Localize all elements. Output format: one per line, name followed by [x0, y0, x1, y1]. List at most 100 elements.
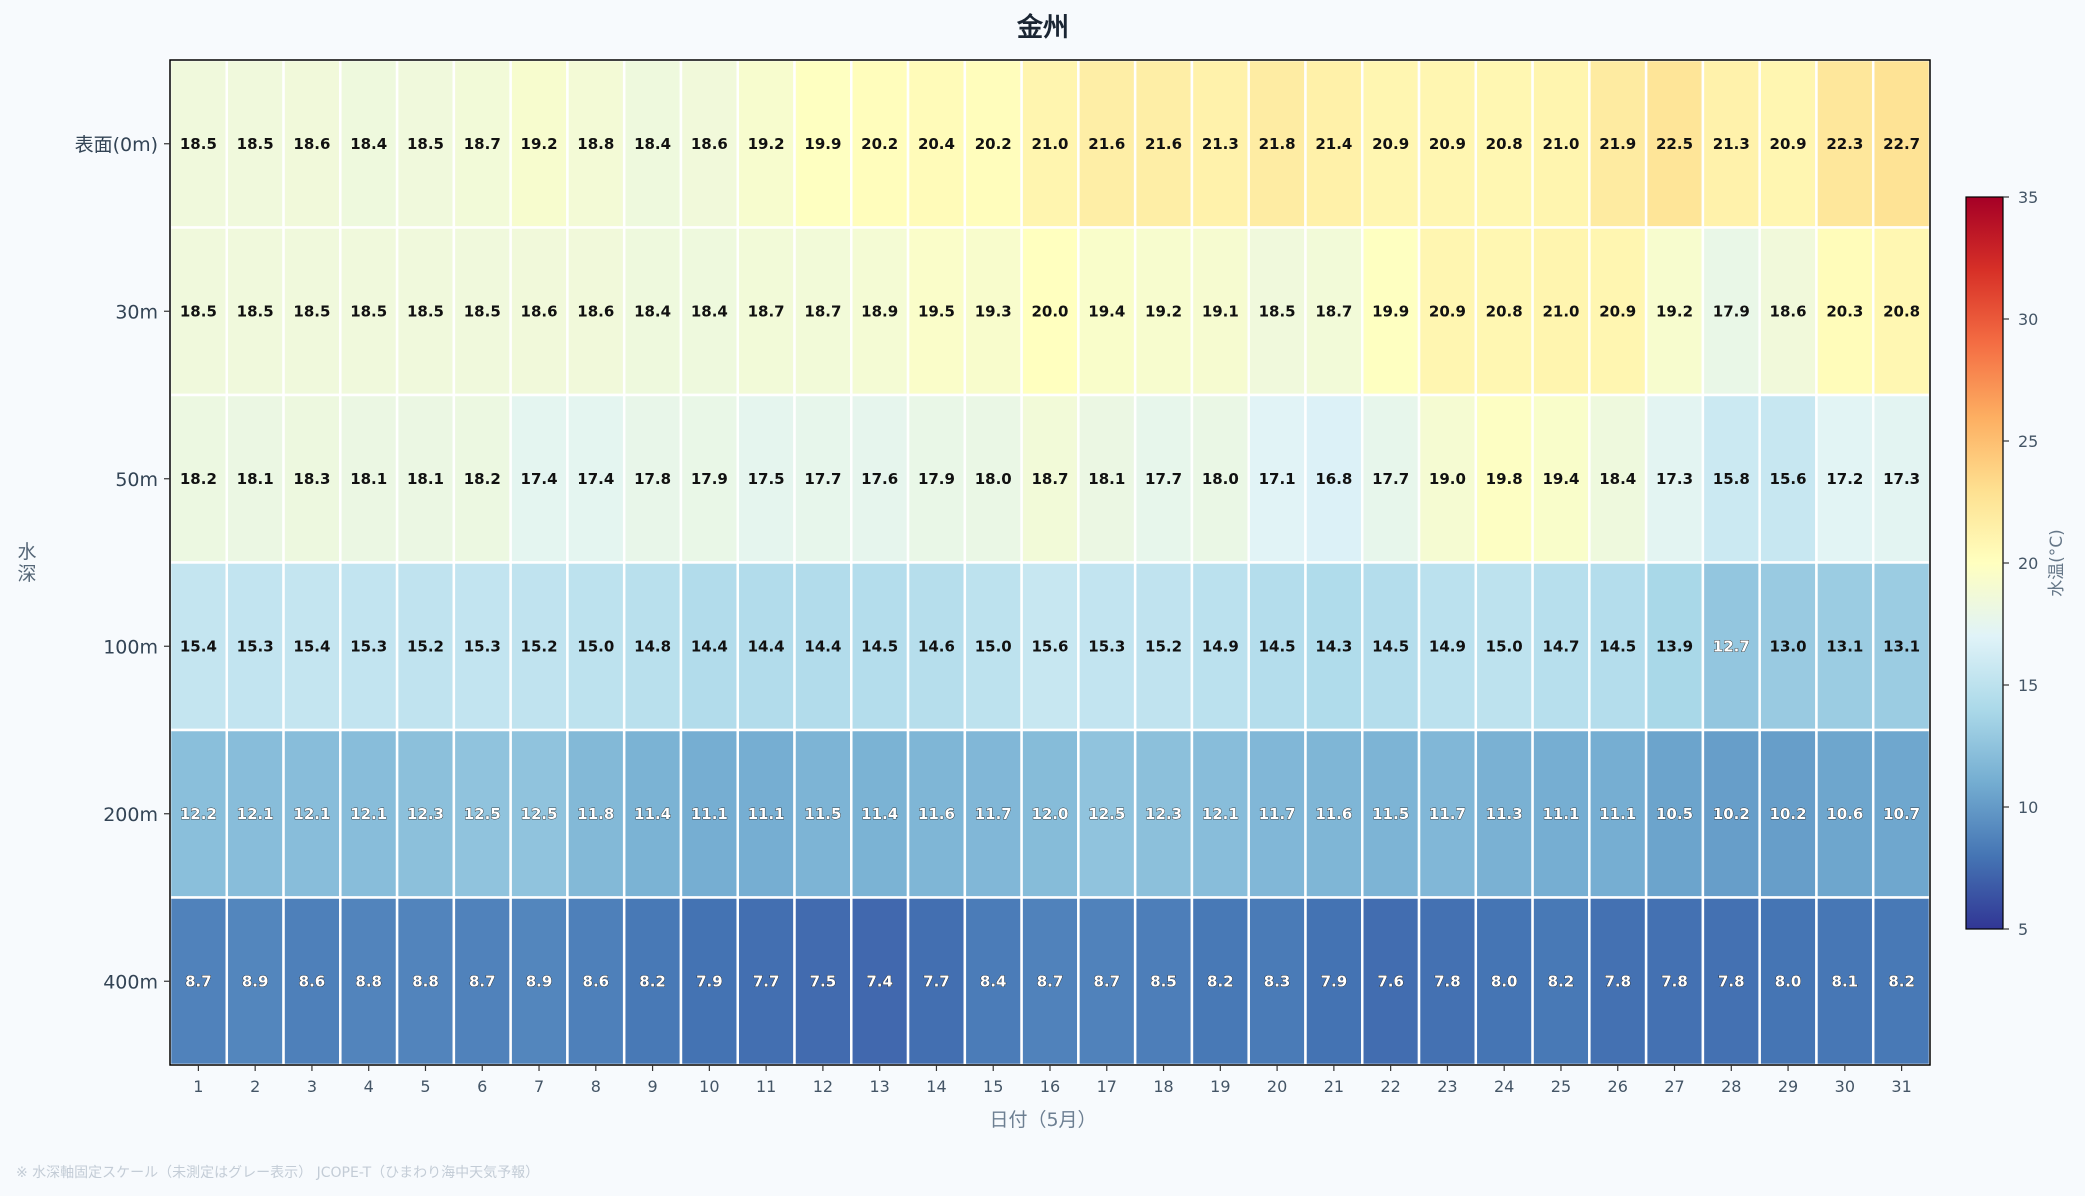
- heatmap-cell: [1417, 896, 1478, 1067]
- heatmap-cell: [1758, 561, 1818, 732]
- cell-value-label: 18.5: [293, 302, 330, 320]
- heatmap-cell: [1588, 896, 1648, 1067]
- cell-value-label: 21.8: [1259, 135, 1296, 153]
- x-tick-label: 19: [1210, 1077, 1230, 1096]
- cell-value-label: 18.6: [521, 302, 558, 320]
- cell-value-label: 20.9: [1770, 135, 1807, 153]
- cell-value-label: 17.3: [1883, 470, 1920, 488]
- heatmap-cell: [963, 393, 1023, 564]
- x-tick-label: 30: [1835, 1077, 1855, 1096]
- cell-value-label: 8.2: [1888, 972, 1915, 990]
- cell-value-label: 15.3: [350, 637, 387, 655]
- colorbar-tick-label: 5: [2018, 920, 2028, 939]
- colorbar-tick-label: 35: [2018, 188, 2038, 207]
- heatmap-cell: [339, 728, 399, 899]
- x-tick-label: 5: [420, 1077, 430, 1096]
- cell-value-label: 18.5: [237, 135, 274, 153]
- heatmap-cell: [1190, 226, 1250, 397]
- cell-value-label: 17.4: [577, 470, 614, 488]
- cell-value-label: 15.3: [1088, 637, 1125, 655]
- x-tick-label: 6: [477, 1077, 487, 1096]
- cell-value-label: 14.9: [1429, 637, 1466, 655]
- cell-value-label: 19.2: [748, 135, 785, 153]
- heatmap-cell: [395, 226, 456, 397]
- cell-value-label: 11.6: [1315, 805, 1352, 823]
- cell-value-label: 19.4: [1088, 302, 1125, 320]
- heatmap-cell: [793, 58, 853, 229]
- cell-value-label: 15.2: [1145, 637, 1182, 655]
- cell-value-label: 18.5: [1259, 302, 1296, 320]
- heatmap-cell: [1361, 393, 1421, 564]
- y-tick-label: 400m: [103, 971, 158, 993]
- cell-value-label: 16.8: [1315, 470, 1352, 488]
- cell-value-label: 19.4: [1542, 470, 1579, 488]
- cell-value-label: 17.7: [1145, 470, 1182, 488]
- x-tick-label: 13: [869, 1077, 889, 1096]
- cell-value-label: 14.9: [1202, 637, 1239, 655]
- cell-value-label: 19.9: [804, 135, 841, 153]
- heatmap-cell: [1531, 393, 1591, 564]
- heatmap-cell: [793, 393, 853, 564]
- heatmap-cell: [1247, 226, 1307, 397]
- cell-value-label: 18.5: [180, 135, 217, 153]
- cell-value-label: 15.6: [1770, 470, 1807, 488]
- heatmap-cell: [225, 896, 285, 1067]
- colorbar-tick-label: 30: [2018, 310, 2038, 329]
- cell-value-label: 8.7: [1037, 972, 1064, 990]
- heatmap-cell: [1758, 58, 1818, 229]
- cell-value-label: 19.9: [1372, 302, 1409, 320]
- cell-value-label: 11.4: [861, 805, 898, 823]
- cell-value-label: 18.1: [237, 470, 274, 488]
- cell-value-label: 18.9: [861, 302, 898, 320]
- heatmap-cell: [1077, 58, 1137, 229]
- cell-value-label: 22.5: [1656, 135, 1693, 153]
- heatmap-cell: [1644, 561, 1705, 732]
- x-tick-label: 11: [756, 1077, 776, 1096]
- cell-value-label: 22.7: [1883, 135, 1920, 153]
- colorbar-tick-label: 25: [2018, 432, 2038, 451]
- x-axis-label: 日付（5月）: [989, 1109, 1096, 1131]
- heatmap-cell: [1190, 561, 1250, 732]
- x-tick-label: 15: [983, 1077, 1003, 1096]
- colorbar-tick-label: 10: [2018, 798, 2038, 817]
- cell-value-label: 18.5: [407, 135, 444, 153]
- heatmap-cell: [793, 561, 853, 732]
- footnote: ※ 水深軸固定スケール（未測定はグレー表示） JCOPE-T（ひまわり海中天気予…: [16, 1165, 539, 1181]
- heatmap-cell: [1588, 561, 1648, 732]
- heatmap-cell: [1361, 561, 1421, 732]
- x-tick-label: 10: [699, 1077, 719, 1096]
- heatmap-cell: [1077, 561, 1137, 732]
- x-tick-label: 12: [813, 1077, 833, 1096]
- cell-value-label: 12.3: [407, 805, 444, 823]
- cell-value-label: 8.1: [1832, 972, 1859, 990]
- cell-value-label: 12.5: [1088, 805, 1125, 823]
- cell-value-label: 20.9: [1372, 135, 1409, 153]
- heatmap-cell: [1133, 226, 1194, 397]
- heatmap-cell: [452, 226, 512, 397]
- y-tick-label: 200m: [103, 804, 158, 826]
- heatmap-cell: [906, 226, 967, 397]
- cell-value-label: 21.4: [1315, 135, 1352, 153]
- y-tick-label: 100m: [103, 636, 158, 658]
- cell-value-label: 14.8: [634, 637, 671, 655]
- heatmap-cell: [395, 393, 456, 564]
- cell-value-label: 12.2: [180, 805, 217, 823]
- cell-value-label: 8.4: [980, 972, 1007, 990]
- heatmap-cell: [1588, 393, 1648, 564]
- heatmap-cell: [1531, 226, 1591, 397]
- heatmap-cell: [1417, 728, 1478, 899]
- chart-title: 金州: [1016, 12, 1069, 43]
- cell-value-label: 18.4: [634, 302, 671, 320]
- cell-value-label: 10.2: [1770, 805, 1807, 823]
- cell-value-label: 12.1: [293, 805, 330, 823]
- cell-value-label: 18.4: [350, 135, 387, 153]
- x-tick-label: 16: [1040, 1077, 1060, 1096]
- cell-value-label: 8.7: [1093, 972, 1120, 990]
- heatmap-cell: [1304, 896, 1364, 1067]
- cell-value-label: 20.8: [1883, 302, 1920, 320]
- cell-value-label: 17.3: [1656, 470, 1693, 488]
- colorbar-label: 水温(°C): [2047, 529, 2067, 597]
- heatmap-cell: [225, 728, 285, 899]
- cell-value-label: 11.7: [975, 805, 1012, 823]
